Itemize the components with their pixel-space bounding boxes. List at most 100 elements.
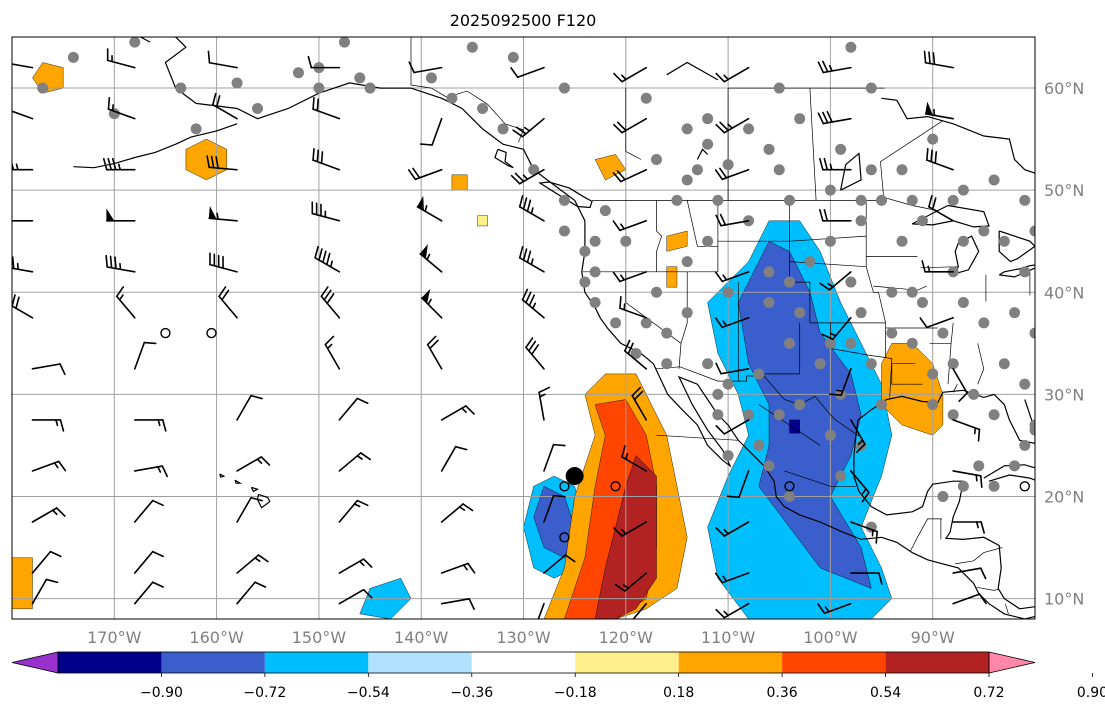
- wind-barb: [133, 341, 157, 370]
- border-line: [976, 586, 999, 591]
- wind-barb: [714, 167, 750, 181]
- map-title: 2025092500 F120: [450, 11, 597, 30]
- barb-half-flag: [358, 560, 365, 567]
- station-dot: [681, 174, 693, 186]
- barb-half-flag: [117, 163, 122, 171]
- wind-barb: [102, 157, 136, 171]
- wind-barb: [952, 419, 981, 442]
- station-dot: [610, 317, 622, 329]
- barb-half-flag: [621, 74, 627, 81]
- barb-full-flag: [829, 393, 843, 396]
- barb-full-flag: [206, 155, 210, 169]
- barb-full-flag: [822, 111, 829, 124]
- barb-half-flag: [254, 557, 261, 562]
- coastline: [1092, 498, 1105, 516]
- station-dot: [927, 133, 939, 145]
- station-dot: [845, 337, 857, 349]
- colorbar: −0.90 −0.72 −0.54 −0.36 −0.18 0.18 0.36 0.54 0.7…: [11, 651, 1105, 701]
- colorbar-tick-label: −0.36: [450, 685, 493, 701]
- station-dot: [855, 307, 867, 319]
- barb-half-flag: [458, 506, 466, 511]
- lat-tick-label: 10°N: [1044, 590, 1084, 609]
- wind-barb: [817, 110, 852, 125]
- station-dot: [865, 82, 877, 94]
- barb-full-flag: [979, 567, 987, 580]
- wind-barb: [819, 208, 852, 222]
- barb-full-flag: [254, 581, 267, 588]
- barb-full-flag: [323, 289, 332, 301]
- station-dot: [783, 337, 795, 349]
- barb-pennant: [419, 244, 428, 260]
- coastline: [983, 464, 1035, 482]
- barb-full-flag: [522, 248, 528, 261]
- barb-full-flag: [151, 499, 164, 507]
- station-dot: [1009, 460, 1021, 472]
- wind-barb: [624, 339, 648, 370]
- barb-full-flag: [618, 620, 628, 625]
- barb-half-flag: [975, 474, 978, 482]
- colorbar-tick-label: −0.18: [554, 685, 597, 701]
- coastline: [1052, 512, 1073, 520]
- station-dot: [681, 307, 693, 319]
- barb-full-flag: [624, 339, 631, 352]
- coastline: [219, 473, 226, 478]
- wind-barb: [952, 368, 968, 402]
- wind-barb: [631, 386, 648, 421]
- station-dot: [1019, 266, 1031, 278]
- barb-full-flag: [221, 289, 230, 301]
- barb-half-flag: [621, 528, 627, 535]
- station-dot: [988, 174, 1000, 186]
- barb-full-flag: [714, 317, 724, 329]
- barb-full-flag: [320, 151, 324, 165]
- station-dot: [1029, 225, 1035, 237]
- barb-full-flag: [613, 527, 623, 537]
- station-dot: [712, 388, 724, 400]
- colorbar-tick-label: −0.54: [347, 685, 390, 701]
- barb-full-flag: [619, 296, 622, 310]
- station-dot: [1019, 194, 1031, 206]
- barb-full-flag: [934, 151, 938, 165]
- wind-barb: [440, 445, 468, 472]
- colorbar-tick-label: 0.90: [1077, 685, 1105, 701]
- wind-barb: [538, 386, 551, 421]
- station-dot: [916, 296, 928, 308]
- station-dot: [743, 409, 755, 421]
- lat-tick-label: 20°N: [1044, 487, 1084, 506]
- colorbar-swatch: [575, 652, 679, 673]
- barb-shaft: [133, 550, 154, 574]
- station-dot: [845, 41, 857, 53]
- barb-half-flag: [824, 606, 830, 613]
- colorbar-swatch: [264, 652, 369, 673]
- station-dot: [927, 399, 939, 411]
- barb-full-flag: [526, 199, 532, 213]
- wind-barb: [324, 335, 341, 370]
- wind-barb: [320, 286, 341, 319]
- wind-barb: [31, 460, 67, 472]
- border-line: [758, 404, 821, 446]
- latitude-tick-labels: 10°N 20°N 30°N 40°N 50°N 60°N: [1044, 79, 1084, 609]
- wind-barb: [726, 470, 750, 499]
- station-dot: [620, 235, 632, 247]
- wind-barb: [829, 368, 852, 396]
- station-dot: [763, 143, 775, 155]
- barb-full-flag: [715, 362, 722, 375]
- wind-barb: [714, 316, 750, 329]
- barb-full-flag: [928, 51, 931, 65]
- station-dot: [712, 194, 724, 206]
- station-dot: [783, 276, 795, 288]
- colorbar-tick-label: 0.72: [973, 685, 1004, 701]
- station-dot: [1070, 236, 1081, 247]
- calm-wind-circle: [1019, 481, 1030, 492]
- lat-tick-label: 50°N: [1044, 181, 1084, 200]
- barb-shaft: [133, 581, 154, 605]
- station-dot: [129, 37, 141, 48]
- coastline: [494, 148, 514, 169]
- station-dot: [190, 123, 202, 135]
- barb-full-flag: [875, 530, 878, 544]
- barb-half-flag: [857, 439, 864, 446]
- station-dot: [988, 480, 1000, 492]
- barb-shaft: [31, 550, 52, 574]
- calm-wind-circle: [559, 532, 570, 543]
- wind-barb: [952, 567, 987, 580]
- wind-barb: [133, 550, 164, 574]
